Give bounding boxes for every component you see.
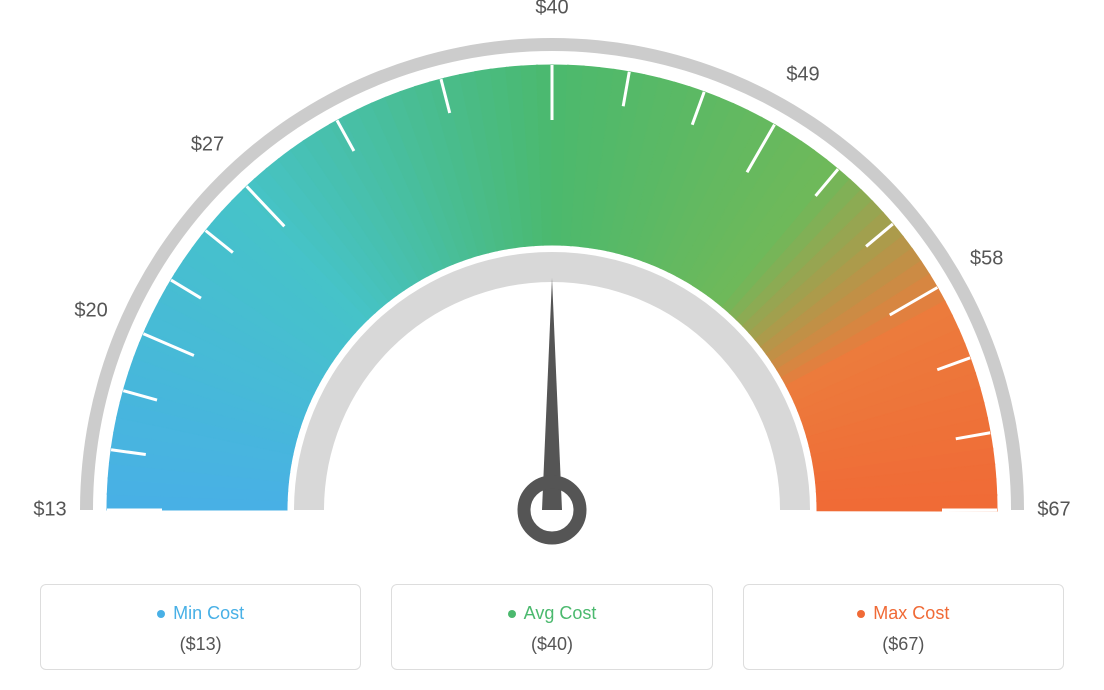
scale-label: $40 — [535, 0, 568, 20]
scale-label: $27 — [191, 133, 224, 156]
scale-label: $20 — [74, 300, 107, 323]
legend-dot-avg — [508, 610, 516, 618]
legend-card-avg: Avg Cost ($40) — [391, 584, 712, 670]
legend-dot-min — [157, 610, 165, 618]
scale-label: $58 — [970, 248, 1003, 271]
legend-title-avg: Avg Cost — [508, 603, 597, 624]
scale-label: $67 — [1037, 499, 1070, 522]
legend-card-max: Max Cost ($67) — [743, 584, 1064, 670]
legend-value-max: ($67) — [754, 634, 1053, 655]
legend-value-avg: ($40) — [402, 634, 701, 655]
legend-label-avg: Avg Cost — [524, 603, 597, 624]
scale-label: $49 — [786, 64, 819, 87]
legend-card-min: Min Cost ($13) — [40, 584, 361, 670]
legend-value-min: ($13) — [51, 634, 350, 655]
legend-row: Min Cost ($13) Avg Cost ($40) Max Cost (… — [40, 584, 1064, 670]
legend-dot-max — [857, 610, 865, 618]
gauge: $13 $20 $27 $40 $49 $58 $67 — [0, 0, 1104, 560]
legend-label-max: Max Cost — [873, 603, 949, 624]
gauge-svg — [0, 0, 1104, 560]
legend-title-min: Min Cost — [157, 603, 244, 624]
gauge-chart-container: $13 $20 $27 $40 $49 $58 $67 Min Cost ($13) Avg… — [0, 0, 1104, 690]
legend-label-min: Min Cost — [173, 603, 244, 624]
legend-title-max: Max Cost — [857, 603, 949, 624]
scale-label: $13 — [33, 499, 66, 522]
